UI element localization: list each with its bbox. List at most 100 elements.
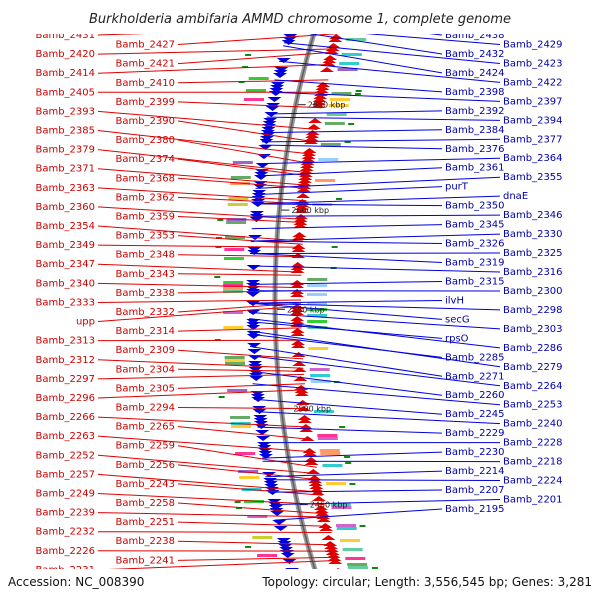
label-leader bbox=[274, 508, 443, 521]
label-leader bbox=[97, 389, 306, 399]
gene-label: Bamb_2346 bbox=[503, 210, 563, 221]
cog-class-mark bbox=[307, 284, 328, 287]
forward-gene-mark bbox=[316, 82, 331, 87]
reverse-gene-mark bbox=[254, 172, 269, 177]
cog-class-mark bbox=[320, 452, 341, 455]
gene-label: Bamb_2251 bbox=[115, 517, 175, 528]
forward-gene-mark bbox=[311, 100, 326, 105]
gene-label: Bamb_2397 bbox=[503, 96, 563, 107]
cog-class-mark bbox=[336, 527, 357, 530]
cog-class-mark bbox=[309, 368, 330, 371]
gene-label: Bamb_2360 bbox=[35, 202, 95, 213]
cog-class-mark bbox=[318, 158, 339, 161]
reverse-gene-mark bbox=[246, 322, 261, 327]
forward-gene-mark bbox=[314, 508, 329, 513]
gene-label: Bamb_2363 bbox=[35, 183, 95, 194]
cog-class-mark bbox=[224, 359, 245, 362]
forward-gene-mark bbox=[309, 484, 324, 489]
label-leader bbox=[248, 302, 443, 320]
gene-label: Bamb_2432 bbox=[445, 49, 505, 60]
label-leader bbox=[257, 426, 443, 434]
gene-label: Bamb_2218 bbox=[503, 457, 563, 468]
footer-backdrop bbox=[0, 569, 600, 600]
label-leader bbox=[177, 273, 302, 276]
forward-gene-mark bbox=[309, 487, 324, 492]
forward-gene-mark bbox=[304, 457, 319, 462]
gene-label: Bamb_2271 bbox=[445, 371, 505, 382]
cog-class-mark bbox=[326, 113, 347, 116]
cog-class-mark bbox=[330, 98, 351, 101]
label-leader bbox=[97, 206, 305, 220]
forward-gene-mark bbox=[308, 481, 323, 486]
gene-label: Bamb_2207 bbox=[445, 485, 505, 496]
forward-gene-mark bbox=[313, 505, 328, 510]
label-leader bbox=[254, 398, 443, 415]
forward-gene-mark bbox=[296, 187, 311, 192]
gene-label: Bamb_2239 bbox=[35, 508, 95, 519]
gene-label: Bamb_2374 bbox=[115, 154, 175, 165]
rna-mark bbox=[242, 66, 249, 68]
gene-label: Bamb_2279 bbox=[503, 362, 563, 373]
reverse-gene-mark bbox=[249, 211, 264, 216]
cog-class-mark bbox=[331, 92, 352, 95]
cog-class-mark bbox=[322, 464, 343, 467]
label-leader bbox=[177, 79, 329, 84]
gene-label: Bamb_2241 bbox=[115, 555, 175, 566]
gene-label: Bamb_2424 bbox=[445, 68, 505, 79]
reverse-gene-mark bbox=[249, 217, 264, 222]
reverse-gene-mark bbox=[264, 484, 279, 489]
reverse-gene-mark bbox=[261, 127, 276, 132]
topology-summary: Topology: circular; Length: 3,556,545 bp… bbox=[261, 575, 592, 589]
forward-gene-mark bbox=[323, 55, 338, 60]
gene-label: Bamb_2309 bbox=[115, 345, 175, 356]
label-leader bbox=[249, 280, 443, 285]
cog-class-mark bbox=[224, 356, 245, 359]
gene-label: Bamb_2399 bbox=[115, 97, 175, 108]
forward-gene-mark bbox=[294, 205, 309, 210]
label-leader bbox=[265, 470, 443, 478]
label-leader bbox=[177, 254, 303, 258]
label-leader bbox=[255, 176, 501, 189]
gene-label: Bamb_2300 bbox=[503, 286, 563, 297]
cog-class-mark bbox=[313, 410, 334, 413]
cog-class-mark bbox=[348, 566, 369, 569]
label-leader bbox=[249, 311, 501, 330]
label-leader bbox=[253, 195, 501, 205]
reverse-gene-mark bbox=[246, 280, 261, 285]
rna-mark bbox=[234, 501, 241, 503]
reverse-gene-mark bbox=[282, 559, 297, 564]
label-leader bbox=[177, 483, 323, 496]
label-leader bbox=[177, 426, 312, 440]
reverse-gene-mark bbox=[263, 118, 278, 123]
label-leader bbox=[177, 158, 310, 177]
cog-class-mark bbox=[331, 506, 352, 509]
label-leader bbox=[97, 454, 318, 475]
gene-label: Bamb_2377 bbox=[503, 134, 563, 145]
forward-gene-mark bbox=[302, 451, 317, 456]
reverse-gene-mark bbox=[258, 145, 273, 150]
forward-gene-mark bbox=[300, 163, 315, 168]
cog-class-mark bbox=[339, 62, 360, 65]
cog-class-mark bbox=[223, 257, 244, 260]
gene-label: Bamb_2394 bbox=[503, 115, 563, 126]
label-leader bbox=[177, 407, 308, 409]
label-leader bbox=[177, 327, 302, 332]
cog-class-mark bbox=[225, 236, 246, 239]
label-leader bbox=[254, 186, 443, 196]
forward-gene-mark bbox=[313, 94, 328, 99]
cog-class-mark bbox=[226, 221, 247, 224]
reverse-gene-mark bbox=[247, 343, 262, 348]
label-leader bbox=[97, 244, 303, 248]
label-leader bbox=[177, 445, 317, 468]
gene-label: Bamb_2296 bbox=[35, 393, 95, 404]
label-leader bbox=[97, 187, 307, 202]
gene-label: Bamb_2371 bbox=[35, 164, 95, 175]
forward-gene-mark bbox=[290, 331, 305, 336]
label-leader bbox=[252, 214, 501, 217]
gene-label: Bamb_2285 bbox=[445, 352, 505, 363]
label-leader bbox=[248, 302, 501, 311]
label-leader bbox=[177, 215, 305, 223]
gene-label: Bamb_2195 bbox=[445, 504, 505, 515]
rna-mark bbox=[245, 546, 252, 548]
reverse-gene-mark bbox=[248, 367, 263, 372]
